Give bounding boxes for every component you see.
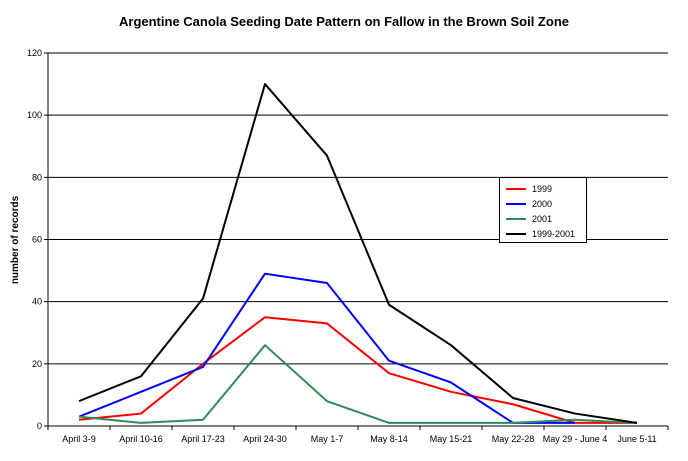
x-tick-label: April 24-30 — [243, 434, 287, 444]
legend-swatch — [506, 188, 526, 190]
legend-item-2000: 2000 — [506, 197, 552, 211]
axes — [44, 52, 669, 430]
legend-item-1999: 1999 — [506, 182, 552, 196]
x-tick-labels: April 3-9 April 10-16 April 17-23 April 24-… — [62, 434, 656, 444]
series-lines — [78, 83, 638, 424]
y-tick-label: 120 — [27, 48, 42, 58]
legend-swatch — [506, 233, 526, 235]
x-tick-label: April 17-23 — [181, 434, 225, 444]
y-tick-labels: 0 20 40 60 80 100 120 — [27, 48, 42, 431]
y-tick-label: 20 — [32, 359, 42, 369]
legend-label: 1999 — [532, 184, 553, 194]
series-line-1999 — [78, 316, 637, 424]
legend-item-2001: 2001 — [506, 212, 552, 226]
legend-label: 2000 — [532, 199, 553, 209]
x-tick-label: May 22-28 — [492, 434, 535, 444]
series-line-2000 — [78, 272, 575, 424]
legend-swatch — [506, 203, 526, 205]
x-tick-label: April 3-9 — [62, 434, 96, 444]
x-tick-label: May 29 - June 4 — [543, 434, 608, 444]
legend-label: 2001 — [532, 214, 553, 224]
legend-swatch — [506, 218, 526, 220]
x-tick-label: May 15-21 — [430, 434, 473, 444]
legend-item-1999-2001: 1999-2001 — [506, 227, 575, 241]
x-tick-label: June 5-11 — [617, 434, 656, 444]
x-tick-label: April 10-16 — [119, 434, 163, 444]
x-tick-label: May 1-7 — [311, 434, 344, 444]
series-line-1999-2001 — [78, 83, 638, 424]
legend-label: 1999-2001 — [532, 229, 576, 239]
y-tick-label: 100 — [27, 110, 42, 120]
series-line-2001 — [78, 344, 638, 424]
y-tick-label: 80 — [32, 172, 42, 182]
y-tick-label: 40 — [32, 297, 42, 307]
legend: 1999 2000 2001 1999-2001 — [499, 177, 587, 243]
y-tick-label: 60 — [32, 235, 42, 245]
chart-title: Argentine Canola Seeding Date Pattern on… — [119, 14, 569, 29]
y-tick-label: 0 — [37, 421, 42, 431]
x-tick-label: May 8-14 — [370, 434, 408, 444]
